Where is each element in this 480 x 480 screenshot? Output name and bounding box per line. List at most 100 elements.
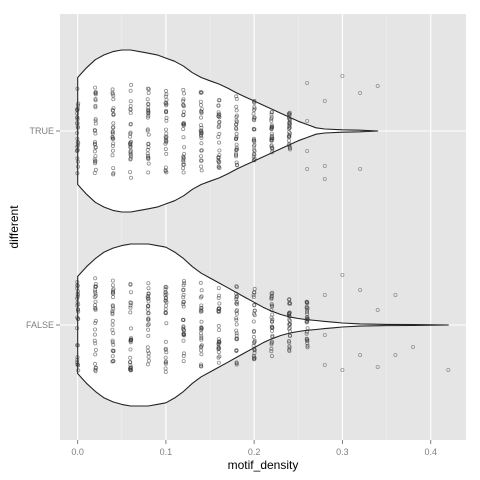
data-point <box>251 329 256 334</box>
data-point <box>305 319 310 324</box>
data-point <box>181 123 186 128</box>
data-point <box>287 141 292 146</box>
data-point <box>287 124 292 129</box>
data-point <box>181 159 186 164</box>
data-point <box>93 105 98 110</box>
data-point <box>234 284 239 289</box>
data-point <box>252 313 257 318</box>
outlier-point <box>410 344 415 349</box>
data-point <box>234 151 239 156</box>
data-point <box>75 147 80 152</box>
data-point <box>234 162 239 167</box>
data-point <box>286 111 291 116</box>
y-tick-label-true: TRUE <box>30 126 55 136</box>
data-point <box>287 297 292 302</box>
data-point <box>234 154 239 159</box>
data-point <box>251 294 256 299</box>
data-point <box>304 309 309 314</box>
data-point <box>128 282 133 287</box>
data-point <box>269 346 274 351</box>
data-point <box>181 302 186 307</box>
data-point <box>252 302 257 307</box>
data-point <box>216 345 221 350</box>
data-point <box>216 134 221 139</box>
data-point <box>216 360 221 365</box>
data-point <box>234 361 239 366</box>
outlier-point <box>322 163 327 168</box>
data-point <box>75 296 80 301</box>
data-point <box>110 318 115 323</box>
outlier-point <box>322 99 327 104</box>
data-point <box>251 111 256 116</box>
data-point <box>216 110 221 115</box>
data-point <box>252 340 257 345</box>
data-point <box>234 113 239 118</box>
outlier-point <box>322 332 327 337</box>
data-point <box>199 305 204 310</box>
data-point <box>251 157 256 162</box>
data-point <box>181 338 186 343</box>
data-point <box>182 151 187 156</box>
data-point <box>129 367 134 372</box>
data-point <box>252 346 257 351</box>
data-points <box>75 74 451 374</box>
outlier-point <box>322 292 327 297</box>
data-point <box>199 352 204 357</box>
data-point <box>92 295 97 300</box>
data-point <box>111 121 116 126</box>
outlier-point <box>375 364 380 369</box>
data-point <box>269 150 274 155</box>
data-point <box>75 130 80 135</box>
data-point <box>234 333 239 338</box>
data-point <box>75 139 80 144</box>
outlier-point <box>358 287 363 292</box>
data-point <box>286 134 291 139</box>
data-point <box>251 117 256 122</box>
data-point <box>199 141 204 146</box>
data-point <box>216 125 221 130</box>
data-point <box>234 317 239 322</box>
data-point <box>93 97 98 102</box>
data-point <box>269 342 274 347</box>
data-point <box>181 304 186 309</box>
data-point <box>252 106 257 111</box>
data-point <box>93 281 98 286</box>
data-point <box>181 98 186 103</box>
data-point <box>181 121 186 126</box>
data-point <box>93 131 98 136</box>
data-point <box>199 344 204 349</box>
data-point <box>269 116 274 121</box>
data-point <box>128 107 133 112</box>
outlier-point <box>358 91 363 96</box>
y-tick-label-false: FALSE <box>26 320 54 330</box>
data-point <box>111 141 116 146</box>
data-point <box>287 300 292 305</box>
data-point <box>181 324 186 329</box>
data-point <box>270 136 275 141</box>
data-point <box>93 276 98 281</box>
data-point <box>110 304 115 309</box>
outlier-point <box>305 148 310 153</box>
data-point <box>93 85 98 90</box>
data-point <box>287 344 292 349</box>
data-point <box>110 148 115 153</box>
data-point <box>111 171 116 176</box>
data-point <box>270 333 275 338</box>
data-point <box>163 296 168 301</box>
data-point <box>93 305 98 310</box>
data-point <box>111 348 116 353</box>
data-point <box>75 326 80 331</box>
data-point <box>216 160 221 165</box>
data-point <box>234 160 239 165</box>
data-point <box>163 347 168 352</box>
data-point <box>251 126 256 131</box>
data-point <box>128 175 133 180</box>
outlier-point <box>358 352 363 357</box>
outlier-point <box>375 84 380 89</box>
data-point <box>92 338 97 343</box>
data-point <box>181 331 186 336</box>
data-point <box>164 151 169 156</box>
data-point <box>181 351 186 356</box>
data-point <box>146 286 151 291</box>
data-point <box>270 317 275 322</box>
